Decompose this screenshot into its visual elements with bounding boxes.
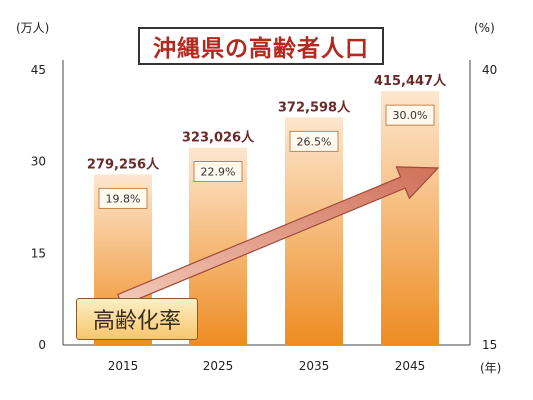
left-tick-label: 45 <box>31 63 46 77</box>
trend-arrow <box>116 166 440 307</box>
rate-box-2045 <box>385 104 435 126</box>
category-label-2045: 2045 <box>395 359 426 373</box>
population-label-2045: 415,447人 <box>374 73 447 89</box>
category-label-2035: 2035 <box>299 359 330 373</box>
chart-title: 沖縄県の高齢者人口 <box>138 27 384 65</box>
category-label-2025: 2025 <box>203 359 234 373</box>
rate-box-2035 <box>289 130 339 152</box>
left-tick-label: 0 <box>38 338 46 352</box>
population-label-2015: 279,256人 <box>87 156 160 172</box>
population-label-2035: 372,598人 <box>278 99 351 115</box>
rate-label-2015: 19.8% <box>106 192 141 205</box>
bar-2045 <box>381 91 439 345</box>
rate-box-2015 <box>98 187 148 209</box>
left-tick-label: 15 <box>31 246 46 260</box>
rate-label-2025: 22.9% <box>201 166 236 179</box>
right-tick-label: 15 <box>482 338 497 352</box>
right-axis-unit: (%) <box>474 21 495 35</box>
rate-label-2035: 26.5% <box>297 135 332 148</box>
category-label-2015: 2015 <box>108 359 139 373</box>
rate-label-2045: 30.0% <box>393 109 428 122</box>
right-tick-label: 40 <box>482 63 497 77</box>
rate-box-2025 <box>193 161 243 182</box>
aging-rate-label: 高齢化率 <box>76 298 198 340</box>
x-axis-unit: (年) <box>480 361 501 375</box>
left-axis-unit: (万人) <box>16 21 49 35</box>
population-label-2025: 323,026人 <box>182 130 255 146</box>
left-tick-label: 30 <box>31 155 46 169</box>
